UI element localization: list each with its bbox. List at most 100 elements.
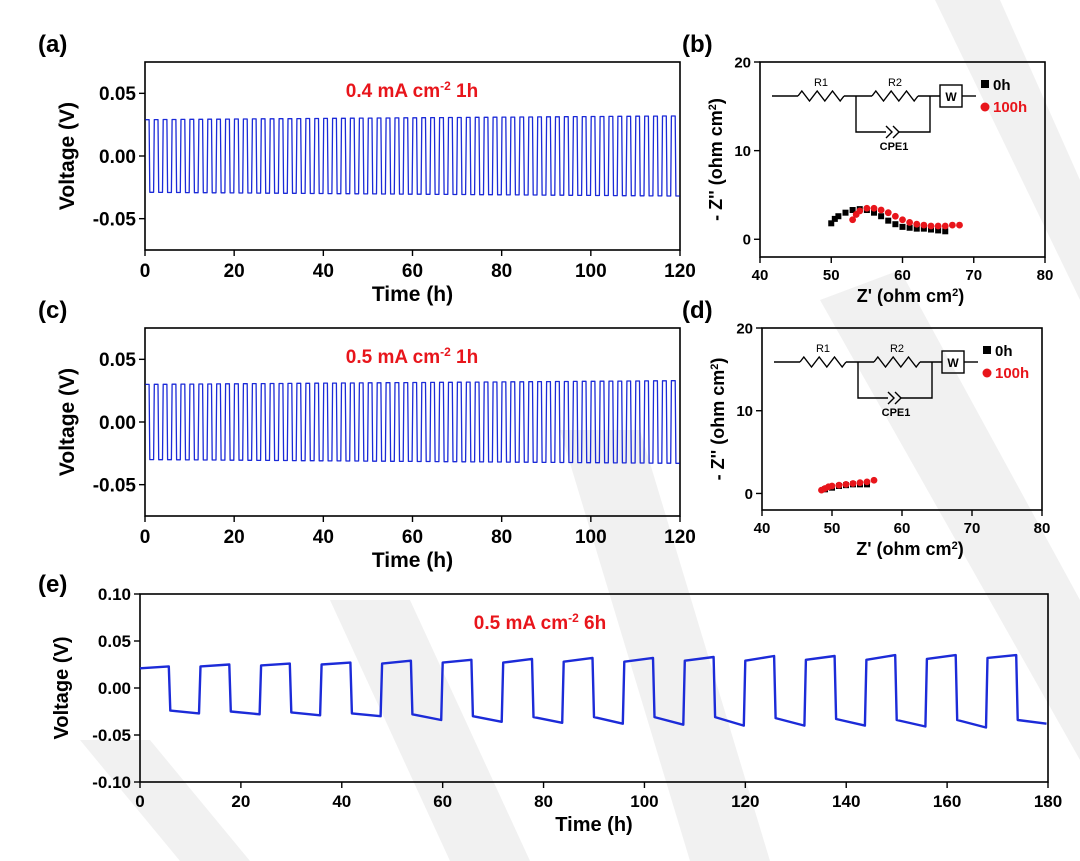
- y-tick-label: 0.00: [99, 413, 136, 434]
- x-tick-label: 120: [664, 527, 696, 548]
- annotation-part: 6h: [579, 613, 606, 634]
- voltage-trace: [139, 653, 1047, 729]
- x-axis-title: Time (h): [372, 549, 453, 572]
- circuit-wire: [855, 96, 886, 133]
- voltage-trace: [145, 115, 680, 197]
- x-tick-label: 50: [823, 267, 840, 284]
- circuit-label-r2: R2: [890, 343, 904, 355]
- data-point-100h: [906, 219, 914, 226]
- data-point-100h: [842, 480, 850, 488]
- x-tick-label: 80: [534, 792, 553, 811]
- data-point-0h: [899, 223, 906, 230]
- y-axis-title: - Z'' (ohm cm2): [706, 98, 726, 221]
- resistor-r1: [797, 89, 845, 103]
- data-point-100h: [884, 209, 892, 217]
- x-axis-title-part: 2: [952, 287, 958, 299]
- y-tick-label: 0.00: [99, 147, 136, 168]
- circuit-label-r1: R1: [814, 77, 828, 89]
- annotation-part: 0.5 mA cm: [346, 347, 440, 368]
- y-tick-label: -0.10: [92, 773, 131, 792]
- y-tick-label: 10: [736, 403, 753, 420]
- panel-a: (a) 0 20 40 60 80 100 120 0.05 0.00 -0.05 Time (h) V…: [38, 31, 696, 306]
- x-tick-label: 20: [224, 527, 245, 548]
- panel-label: (c): [38, 297, 67, 324]
- legend-marker-100h: [982, 368, 992, 378]
- x-tick-label: 70: [964, 520, 981, 537]
- x-axis-title-part: ): [958, 286, 964, 306]
- x-tick-label: 0: [140, 261, 151, 282]
- data-point-100h: [870, 204, 878, 212]
- x-tick-label: 0: [135, 792, 144, 811]
- x-axis-title-part: 2: [952, 540, 958, 552]
- annotation-part: 0.5 mA cm: [474, 613, 568, 634]
- y-axis-title-part: - Z'' (ohm cm: [708, 370, 728, 481]
- x-tick-label: 40: [752, 267, 769, 284]
- data-point-100h: [927, 222, 935, 230]
- data-point-0h: [906, 224, 913, 231]
- panel-label: (e): [38, 571, 67, 598]
- legend-label-0h: 0h: [993, 77, 1011, 94]
- x-axis-title-part: Z' (ohm cm: [856, 539, 951, 559]
- legend-marker-0h: [981, 80, 989, 88]
- x-tick-label: 100: [575, 261, 607, 282]
- circuit-label-r1: R1: [816, 343, 830, 355]
- x-tick-label: 60: [894, 267, 911, 284]
- panel-label: (b): [682, 31, 713, 58]
- annotation-part: 1h: [451, 347, 478, 368]
- circuit-label-w: W: [945, 90, 957, 104]
- x-tick-label: 80: [491, 527, 512, 548]
- x-tick-label: 100: [575, 527, 607, 548]
- data-point-0h: [831, 215, 838, 222]
- annotation-part: 1h: [451, 81, 478, 102]
- x-tick-label: 80: [1034, 520, 1051, 537]
- watermark-shape-4: [80, 740, 250, 861]
- y-axis-title: Voltage (V): [56, 368, 79, 476]
- x-tick-label: 20: [231, 792, 250, 811]
- resistor-r2: [871, 89, 919, 103]
- circuit-label-cpe: CPE1: [880, 141, 909, 153]
- y-tick-label: 20: [736, 320, 753, 337]
- x-tick-label: 40: [313, 261, 334, 282]
- y-axis-title: Voltage (V): [56, 102, 79, 210]
- data-point-0h: [885, 217, 892, 224]
- legend-marker-0h: [983, 346, 991, 354]
- panel-c: (c) 0 20 40 60 80 100 120 0.05 0.00 -0.05 Time (h) V…: [38, 297, 696, 572]
- y-tick-label: 0.05: [98, 632, 131, 651]
- annotation-part: -2: [568, 611, 579, 625]
- watermark-shapes: [80, 0, 1080, 861]
- x-tick-label: 60: [894, 520, 911, 537]
- legend-label-100h: 100h: [995, 365, 1029, 382]
- y-tick-label: 0.10: [98, 585, 131, 604]
- y-tick-label: 10: [734, 143, 751, 160]
- circuit-label-r2: R2: [888, 77, 902, 89]
- resistor-r2: [873, 355, 921, 369]
- watermark-shape-1: [820, 270, 1080, 760]
- data-point-0h: [871, 209, 877, 216]
- data-point-100h: [891, 212, 899, 220]
- x-tick-label: 50: [824, 520, 841, 537]
- data-point-100h: [863, 204, 871, 212]
- x-tick-label: 60: [433, 792, 452, 811]
- data-point-0h: [928, 226, 934, 233]
- x-axis-title: Z' (ohm cm2): [857, 286, 964, 306]
- data-point-0h: [892, 221, 899, 228]
- current-density-annotation: 0.5 mA cm-2 6h: [474, 611, 606, 634]
- data-point-0h: [842, 209, 849, 216]
- x-tick-label: 160: [933, 792, 961, 811]
- data-point-0h: [849, 207, 856, 214]
- y-tick-label: 0: [743, 232, 751, 249]
- data-point-100h: [956, 221, 963, 229]
- y-tick-label: -0.05: [92, 726, 131, 745]
- series-100h: [818, 476, 878, 494]
- data-point-100h: [934, 222, 942, 230]
- watermark-shape-3: [330, 600, 530, 861]
- y-axis-title-part: 2: [707, 104, 719, 110]
- panel-label: (d): [682, 297, 713, 324]
- x-tick-label: 60: [402, 527, 423, 548]
- data-point-100h: [856, 207, 864, 215]
- data-point-100h: [948, 221, 956, 229]
- y-tick-label: 20: [734, 54, 751, 71]
